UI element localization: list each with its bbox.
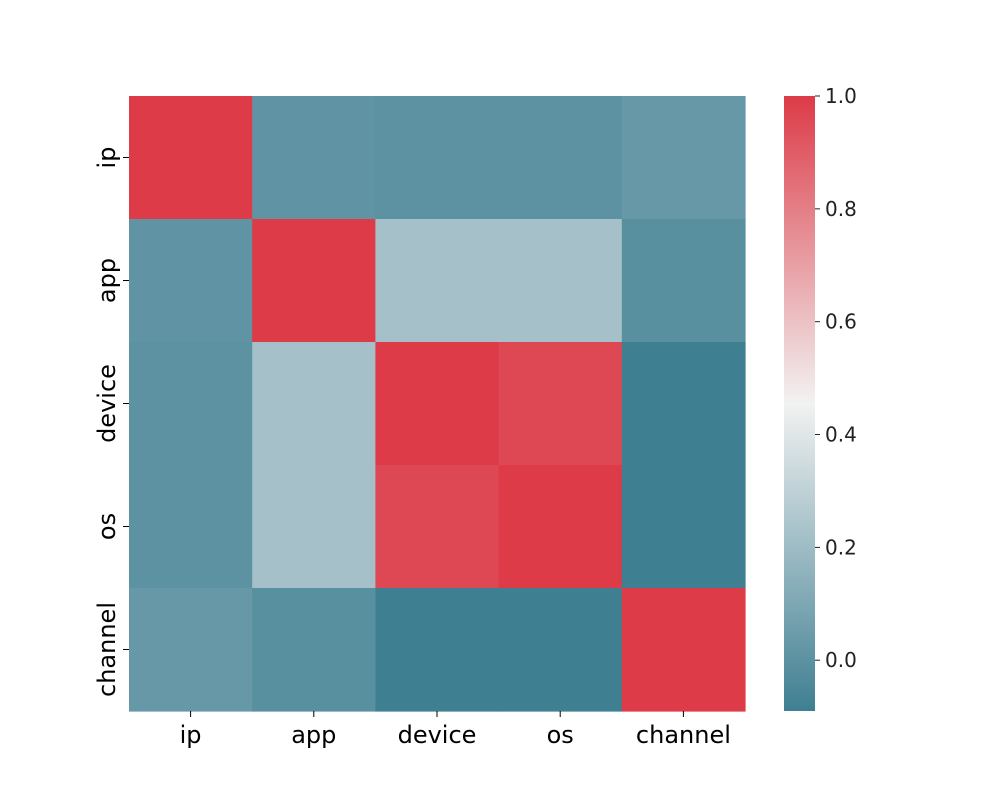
x-tick-label-channel: channel (636, 721, 731, 749)
heatmap-cell-channel-channel (621, 588, 746, 712)
colorbar-tick-label-1.0: 1.0 (825, 84, 857, 108)
heatmap-cell-os-os (498, 465, 623, 589)
colorbar-tick-label-0.4: 0.4 (825, 423, 857, 447)
y-tick-label-ip: ip (93, 147, 121, 169)
heatmap-cell-channel-ip (129, 588, 253, 712)
heatmap-cell-app-channel (621, 219, 746, 343)
heatmap-cell-app-ip (129, 219, 253, 343)
colorbar-tick-label-0.0: 0.0 (825, 648, 857, 672)
heatmap-cell-ip-ip (129, 96, 253, 220)
heatmap-cells (129, 96, 746, 712)
heatmap-cell-app-device (375, 219, 500, 343)
heatmap-cell-channel-os (498, 588, 623, 712)
y-tick-label-app: app (93, 258, 121, 303)
colorbar-gradient (784, 96, 815, 711)
heatmap-cell-app-os (498, 219, 623, 343)
x-tick-label-app: app (291, 721, 336, 749)
y-tick-label-device: device (93, 364, 121, 443)
heatmap-cell-device-ip (129, 342, 253, 466)
x-axis-ticks: ip app device os channel (180, 711, 731, 749)
heatmap-cell-device-device (375, 342, 500, 466)
heatmap-cell-os-channel (621, 465, 746, 589)
heatmap-cell-os-ip (129, 465, 253, 589)
colorbar-tick-label-0.6: 0.6 (825, 310, 857, 334)
heatmap-cell-channel-device (375, 588, 500, 712)
heatmap-cell-device-channel (621, 342, 746, 466)
heatmap-cell-ip-channel (621, 96, 746, 220)
y-tick-label-channel: channel (93, 602, 121, 697)
x-tick-label-device: device (398, 721, 477, 749)
heatmap-cell-ip-os (498, 96, 623, 220)
heatmap-cell-app-app (252, 219, 376, 343)
x-tick-label-ip: ip (180, 721, 202, 749)
heatmap-cell-ip-device (375, 96, 500, 220)
y-axis-ticks: ip app device os channel (93, 147, 129, 697)
x-tick-label-os: os (547, 721, 574, 749)
heatmap-cell-os-app (252, 465, 376, 589)
heatmap-cell-ip-app (252, 96, 376, 220)
heatmap-cell-os-device (375, 465, 500, 589)
colorbar: 0.0 0.2 0.4 0.6 0.8 1.0 (784, 84, 857, 711)
heatmap-cell-device-app (252, 342, 376, 466)
heatmap-cell-device-os (498, 342, 623, 466)
y-tick-label-os: os (93, 513, 121, 540)
colorbar-tick-label-0.2: 0.2 (825, 535, 857, 559)
heatmap-cell-channel-app (252, 588, 376, 712)
colorbar-tick-label-0.8: 0.8 (825, 197, 857, 221)
